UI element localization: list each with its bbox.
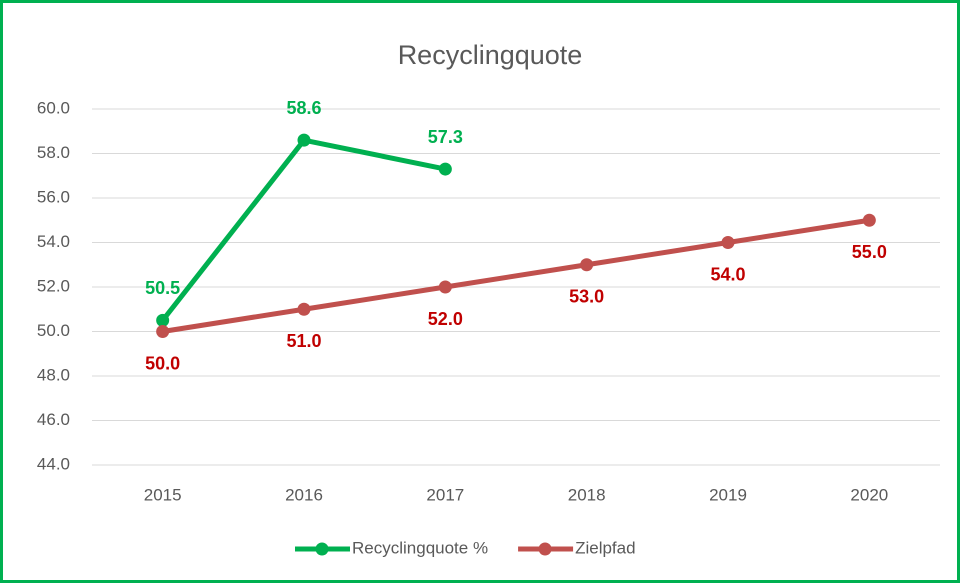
x-tick-label: 2019 [709, 485, 747, 504]
legend-marker [315, 542, 329, 556]
chart-title: Recyclingquote [398, 40, 583, 70]
x-tick-label: 2020 [850, 485, 888, 504]
y-tick-label: 56.0 [37, 187, 70, 206]
data-point [297, 302, 311, 316]
data-point [721, 236, 735, 249]
y-tick-label: 54.0 [37, 232, 70, 251]
data-label: 50.0 [145, 353, 180, 373]
y-tick-label: 50.0 [37, 321, 70, 340]
y-tick-label: 58.0 [37, 143, 70, 162]
data-point [438, 162, 452, 176]
legend-label: Recyclingquote % [352, 538, 488, 557]
data-label: 51.0 [286, 331, 321, 351]
y-tick-label: 48.0 [37, 365, 70, 384]
data-point [297, 133, 311, 147]
data-label: 58.6 [286, 98, 321, 118]
data-point [862, 213, 876, 227]
data-label: 55.0 [852, 242, 887, 262]
data-label: 54.0 [710, 264, 745, 284]
data-point [156, 325, 170, 338]
series-line [162, 217, 870, 334]
data-point [438, 280, 452, 294]
legend-marker [538, 542, 552, 556]
data-point [580, 258, 594, 272]
x-tick-label: 2015 [144, 485, 182, 504]
y-tick-label: 52.0 [37, 276, 70, 295]
x-tick-label: 2016 [285, 485, 323, 504]
data-label: 57.3 [428, 127, 463, 147]
y-tick-label: 46.0 [37, 410, 70, 429]
data-label: 53.0 [569, 287, 604, 307]
data-point [156, 313, 170, 327]
data-label: 50.5 [145, 278, 180, 298]
legend-label: Zielpfad [575, 538, 635, 557]
y-tick-label: 60.0 [37, 98, 70, 117]
x-tick-label: 2017 [426, 485, 464, 504]
data-label: 52.0 [428, 309, 463, 329]
y-tick-label: 44.0 [37, 454, 70, 473]
x-tick-label: 2018 [568, 485, 606, 504]
